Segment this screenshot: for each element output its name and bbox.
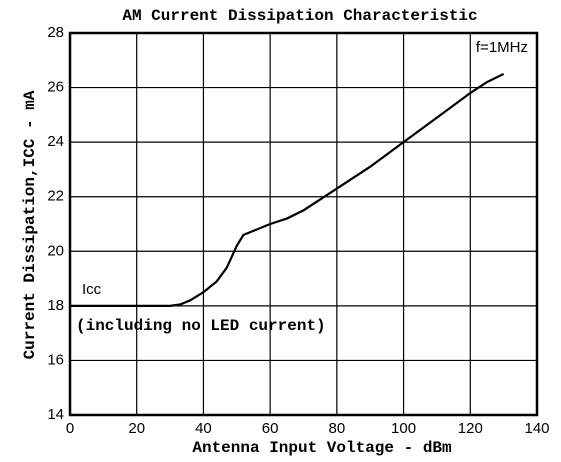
annotation: (including no LED current) xyxy=(76,317,326,335)
x-tick-label: 60 xyxy=(262,420,279,437)
y-tick-label: 20 xyxy=(47,242,64,259)
y-tick-label: 26 xyxy=(47,79,64,96)
x-tick-label: 140 xyxy=(524,420,549,437)
y-tick-label: 22 xyxy=(47,188,64,205)
x-tick-label: 0 xyxy=(66,420,74,437)
x-tick-label: 80 xyxy=(329,420,346,437)
y-axis-label: Current Dissipation,ICC - mA xyxy=(21,90,39,359)
x-tick-label: 20 xyxy=(128,420,145,437)
x-tick-label: 120 xyxy=(458,420,483,437)
x-tick-label: 40 xyxy=(195,420,212,437)
data-line xyxy=(70,72,505,307)
annotation: f=1MHz xyxy=(476,39,528,56)
annotation: Icc xyxy=(82,281,102,298)
y-tick-label: 18 xyxy=(47,297,64,314)
plot-frame xyxy=(68,31,539,417)
y-tick-label: 14 xyxy=(47,406,64,423)
x-tick-label: 100 xyxy=(391,420,416,437)
chart-title: AM Current Dissipation Characteristic xyxy=(122,7,477,25)
y-tick-label: 16 xyxy=(47,351,64,368)
x-axis-label: Antenna Input Voltage - dBm xyxy=(192,439,452,457)
y-tick-label: 24 xyxy=(47,133,64,150)
y-tick-label: 28 xyxy=(47,24,64,41)
